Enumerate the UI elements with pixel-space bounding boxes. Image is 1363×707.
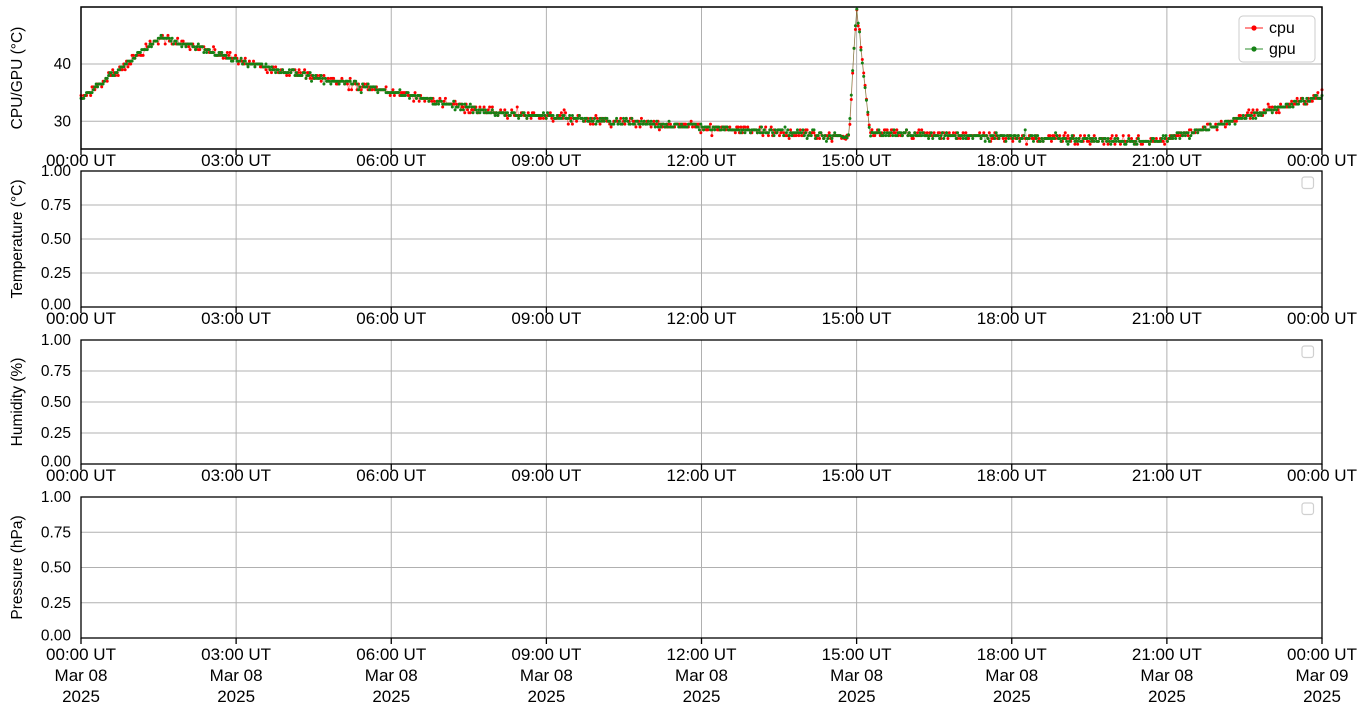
svg-text:2025: 2025 — [838, 687, 876, 706]
svg-text:Mar 08: Mar 08 — [985, 666, 1038, 685]
svg-text:00:00 UT: 00:00 UT — [46, 466, 116, 485]
svg-text:21:00 UT: 21:00 UT — [1132, 151, 1202, 170]
svg-text:03:00 UT: 03:00 UT — [201, 466, 271, 485]
svg-text:15:00 UT: 15:00 UT — [822, 309, 892, 328]
svg-text:1.00: 1.00 — [41, 332, 72, 349]
svg-text:12:00 UT: 12:00 UT — [667, 466, 737, 485]
svg-text:2025: 2025 — [217, 687, 255, 706]
svg-text:cpu: cpu — [1269, 20, 1295, 37]
svg-text:Mar 08: Mar 08 — [210, 666, 263, 685]
svg-text:2025: 2025 — [527, 687, 565, 706]
svg-text:0.75: 0.75 — [41, 197, 71, 214]
svg-text:03:00 UT: 03:00 UT — [201, 151, 271, 170]
svg-text:00:00 UT: 00:00 UT — [1287, 151, 1357, 170]
svg-text:21:00 UT: 21:00 UT — [1132, 309, 1202, 328]
svg-text:2025: 2025 — [372, 687, 410, 706]
svg-text:06:00 UT: 06:00 UT — [356, 645, 426, 664]
svg-text:00:00 UT: 00:00 UT — [1287, 309, 1357, 328]
svg-text:Mar 08: Mar 08 — [55, 666, 108, 685]
svg-text:12:00 UT: 12:00 UT — [667, 151, 737, 170]
svg-text:0.25: 0.25 — [41, 595, 71, 612]
svg-text:18:00 UT: 18:00 UT — [977, 151, 1047, 170]
svg-text:09:00 UT: 09:00 UT — [511, 645, 581, 664]
svg-text:Temperature (°C): Temperature (°C) — [9, 179, 26, 298]
svg-text:00:00 UT: 00:00 UT — [1287, 466, 1357, 485]
svg-text:18:00 UT: 18:00 UT — [977, 645, 1047, 664]
svg-text:21:00 UT: 21:00 UT — [1132, 466, 1202, 485]
svg-text:40: 40 — [54, 56, 72, 73]
svg-text:18:00 UT: 18:00 UT — [977, 309, 1047, 328]
svg-text:Humidity (%): Humidity (%) — [9, 358, 26, 447]
svg-text:0.75: 0.75 — [41, 524, 71, 541]
svg-text:06:00 UT: 06:00 UT — [356, 151, 426, 170]
svg-text:Mar 08: Mar 08 — [830, 666, 883, 685]
svg-text:09:00 UT: 09:00 UT — [511, 309, 581, 328]
svg-text:CPU/GPU (°C): CPU/GPU (°C) — [9, 27, 26, 130]
svg-text:09:00 UT: 09:00 UT — [511, 466, 581, 485]
svg-text:0.00: 0.00 — [41, 628, 72, 645]
svg-text:03:00 UT: 03:00 UT — [201, 645, 271, 664]
svg-text:1.00: 1.00 — [41, 489, 72, 506]
svg-text:00:00 UT: 00:00 UT — [1287, 645, 1357, 664]
svg-text:2025: 2025 — [993, 687, 1031, 706]
svg-text:09:00 UT: 09:00 UT — [511, 151, 581, 170]
svg-text:0.50: 0.50 — [41, 231, 72, 248]
svg-text:2025: 2025 — [683, 687, 721, 706]
svg-text:18:00 UT: 18:00 UT — [977, 466, 1047, 485]
svg-text:Mar 08: Mar 08 — [675, 666, 728, 685]
svg-text:Mar 09: Mar 09 — [1296, 666, 1349, 685]
svg-text:Mar 08: Mar 08 — [520, 666, 573, 685]
svg-text:2025: 2025 — [1303, 687, 1341, 706]
svg-text:0.75: 0.75 — [41, 363, 71, 380]
svg-text:0.50: 0.50 — [41, 560, 72, 577]
svg-text:00:00 UT: 00:00 UT — [46, 309, 116, 328]
svg-text:15:00 UT: 15:00 UT — [822, 645, 892, 664]
svg-text:12:00 UT: 12:00 UT — [667, 645, 737, 664]
svg-text:03:00 UT: 03:00 UT — [201, 309, 271, 328]
svg-text:21:00 UT: 21:00 UT — [1132, 645, 1202, 664]
svg-text:Pressure (hPa): Pressure (hPa) — [9, 515, 26, 619]
svg-text:0.25: 0.25 — [41, 265, 71, 282]
svg-text:Mar 08: Mar 08 — [365, 666, 418, 685]
svg-text:Mar 08: Mar 08 — [1140, 666, 1193, 685]
svg-text:06:00 UT: 06:00 UT — [356, 466, 426, 485]
svg-text:15:00 UT: 15:00 UT — [822, 466, 892, 485]
svg-text:2025: 2025 — [62, 687, 100, 706]
svg-text:30: 30 — [54, 113, 72, 130]
svg-text:00:00 UT: 00:00 UT — [46, 645, 116, 664]
svg-text:gpu: gpu — [1269, 41, 1296, 58]
svg-text:00:00 UT: 00:00 UT — [46, 151, 116, 170]
svg-text:0.50: 0.50 — [41, 394, 72, 411]
svg-text:12:00 UT: 12:00 UT — [667, 309, 737, 328]
svg-text:2025: 2025 — [1148, 687, 1186, 706]
svg-text:15:00 UT: 15:00 UT — [822, 151, 892, 170]
svg-text:06:00 UT: 06:00 UT — [356, 309, 426, 328]
svg-text:0.25: 0.25 — [41, 425, 71, 442]
